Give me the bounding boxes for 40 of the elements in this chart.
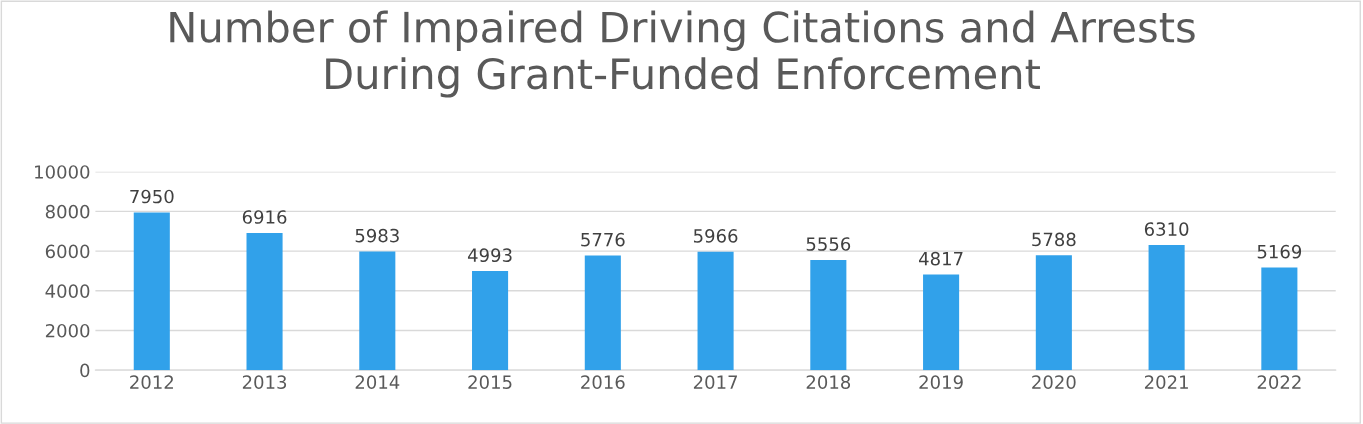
chart-title: Number of Impaired Driving Citations and Arrests During Grant-Funded Enforcement xyxy=(170,10,1195,98)
y-tick-label: 10000 xyxy=(35,165,90,179)
x-tick-label: 2013 xyxy=(242,375,287,389)
bar xyxy=(810,259,847,371)
y-tick-label: 4000 xyxy=(45,284,90,298)
x-tick-label: 2016 xyxy=(581,375,625,389)
bar xyxy=(923,274,960,371)
bar xyxy=(472,271,509,371)
x-tick-label: 2020 xyxy=(1032,375,1076,389)
data-label: 6310 xyxy=(1144,222,1189,236)
bar xyxy=(697,251,734,371)
x-tick-label: 2021 xyxy=(1144,375,1188,389)
y-tick-label: 8000 xyxy=(45,204,90,219)
data-label: 5966 xyxy=(693,229,738,243)
data-label: 5556 xyxy=(806,237,851,251)
x-tick-label: 2012 xyxy=(130,375,173,389)
bar xyxy=(584,255,621,371)
y-tick-label: 6000 xyxy=(45,244,90,259)
bar xyxy=(1035,255,1072,371)
data-label: 5788 xyxy=(1032,232,1076,247)
bar xyxy=(133,212,170,371)
data-label: 6916 xyxy=(242,210,287,224)
x-tick-label: 2015 xyxy=(468,375,512,389)
x-tick-label: 2019 xyxy=(919,375,963,389)
bar xyxy=(1148,244,1185,371)
bar xyxy=(1261,267,1298,371)
data-label: 5776 xyxy=(581,232,625,247)
y-tick-label: 0 xyxy=(80,363,90,378)
bar xyxy=(246,232,283,371)
x-tick-label: 2017 xyxy=(693,375,738,389)
data-label: 5169 xyxy=(1257,244,1302,259)
bar xyxy=(359,251,396,371)
x-tick-label: 2018 xyxy=(806,375,851,389)
y-tick-label: 2000 xyxy=(45,323,90,338)
data-label: 4993 xyxy=(467,248,512,263)
data-label: 5983 xyxy=(355,228,399,243)
x-tick-label: 2022 xyxy=(1257,375,1301,389)
data-label: 4817 xyxy=(919,251,963,266)
x-tick-label: 2014 xyxy=(355,375,400,389)
data-label: 7950 xyxy=(130,189,174,204)
